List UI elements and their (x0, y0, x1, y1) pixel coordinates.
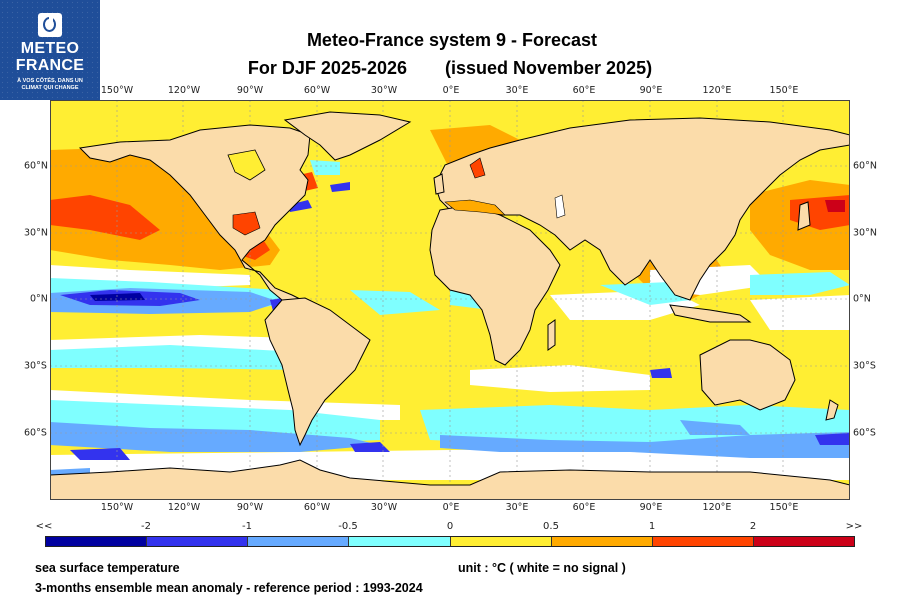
colorbar-segment (450, 537, 552, 546)
lat-label: 30°S (24, 360, 47, 372)
colorbar-segment (248, 537, 350, 546)
unit-label: unit : °C ( white = no signal ) (458, 561, 626, 575)
lon-label: 0°E (442, 85, 460, 96)
variable-label: sea surface temperature (35, 561, 180, 575)
lat-label: 30°S (853, 360, 876, 372)
lon-label: 60°W (303, 502, 331, 513)
page-subtitle: For DJF 2025-2026 (issued November 2025) (0, 58, 900, 79)
colorbar-tick: 0 (446, 521, 454, 532)
lon-label: 90°W (236, 85, 264, 96)
colorbar-tick: 2 (749, 521, 757, 532)
lon-label: 120°W (167, 85, 201, 96)
forecast-period: For DJF 2025-2026 (247, 58, 407, 78)
colorbar-tick: -2 (141, 521, 151, 532)
lon-label: 30°E (505, 502, 529, 513)
logo-tagline: À VOS CÔTÉS, DANS UN CLIMAT QUI CHANGE (0, 78, 100, 92)
lon-label: 90°W (236, 502, 264, 513)
meteo-france-logo: METEO FRANCE À VOS CÔTÉS, DANS UN CLIMAT… (0, 0, 100, 100)
lon-label: 150°W (100, 85, 134, 96)
lon-label: 60°W (303, 85, 331, 96)
strong-cool (60, 182, 850, 460)
lon-label: 150°W (100, 502, 134, 513)
page-title: Meteo-France system 9 - Forecast (306, 30, 598, 50)
lon-label: 30°W (370, 85, 398, 96)
colorbar-tick: >> (845, 521, 863, 532)
lon-label: 90°E (639, 85, 663, 96)
lon-label: 30°E (505, 85, 529, 96)
colorbar-segment (46, 537, 148, 546)
lon-label: 120°E (702, 85, 732, 96)
colorbar-tick: << (35, 521, 53, 532)
colorbar (45, 536, 855, 547)
logo-tagline1: À VOS CÔTÉS, DANS UN (17, 78, 83, 84)
colorbar-segment (349, 537, 451, 546)
lon-label: 90°E (639, 502, 663, 513)
colorbar-tick: -0.5 (338, 521, 358, 532)
lat-label: 60°S (24, 427, 47, 439)
sst-anomaly-map (50, 100, 850, 500)
lon-label: 150°E (769, 85, 799, 96)
logo-tagline2: CLIMAT QUI CHANGE (21, 85, 79, 91)
lat-label: 60°S (853, 427, 876, 439)
logo-mark-icon (38, 13, 62, 37)
colorbar-segment (147, 537, 249, 546)
lat-label: 60°N (853, 160, 877, 172)
logo-line1: METEO (20, 40, 80, 57)
colorbar-tick: -1 (242, 521, 252, 532)
lat-label: 30°N (24, 227, 48, 239)
lat-label: 60°N (24, 160, 48, 172)
lon-label: 0°E (442, 502, 460, 513)
logo-text: METEO FRANCE (0, 40, 100, 74)
lon-label: 120°W (167, 502, 201, 513)
colorbar-segment (652, 537, 754, 546)
lat-label: 0°N (853, 293, 871, 305)
lon-label: 150°E (769, 502, 799, 513)
lon-label: 30°W (370, 502, 398, 513)
logo-line2: FRANCE (15, 57, 85, 74)
colorbar-tick: 1 (648, 521, 656, 532)
lon-label: 120°E (702, 502, 732, 513)
lon-label: 60°E (572, 502, 596, 513)
lat-label: 30°N (853, 227, 877, 239)
lat-label: 0°N (30, 293, 48, 305)
description-label: 3-months ensemble mean anomaly - referen… (35, 581, 423, 595)
colorbar-segment (551, 537, 653, 546)
colorbar-tick: 0.5 (543, 521, 559, 532)
issue-date: (issued November 2025) (445, 58, 653, 78)
lon-label: 60°E (572, 85, 596, 96)
colorbar-segment (753, 537, 854, 546)
